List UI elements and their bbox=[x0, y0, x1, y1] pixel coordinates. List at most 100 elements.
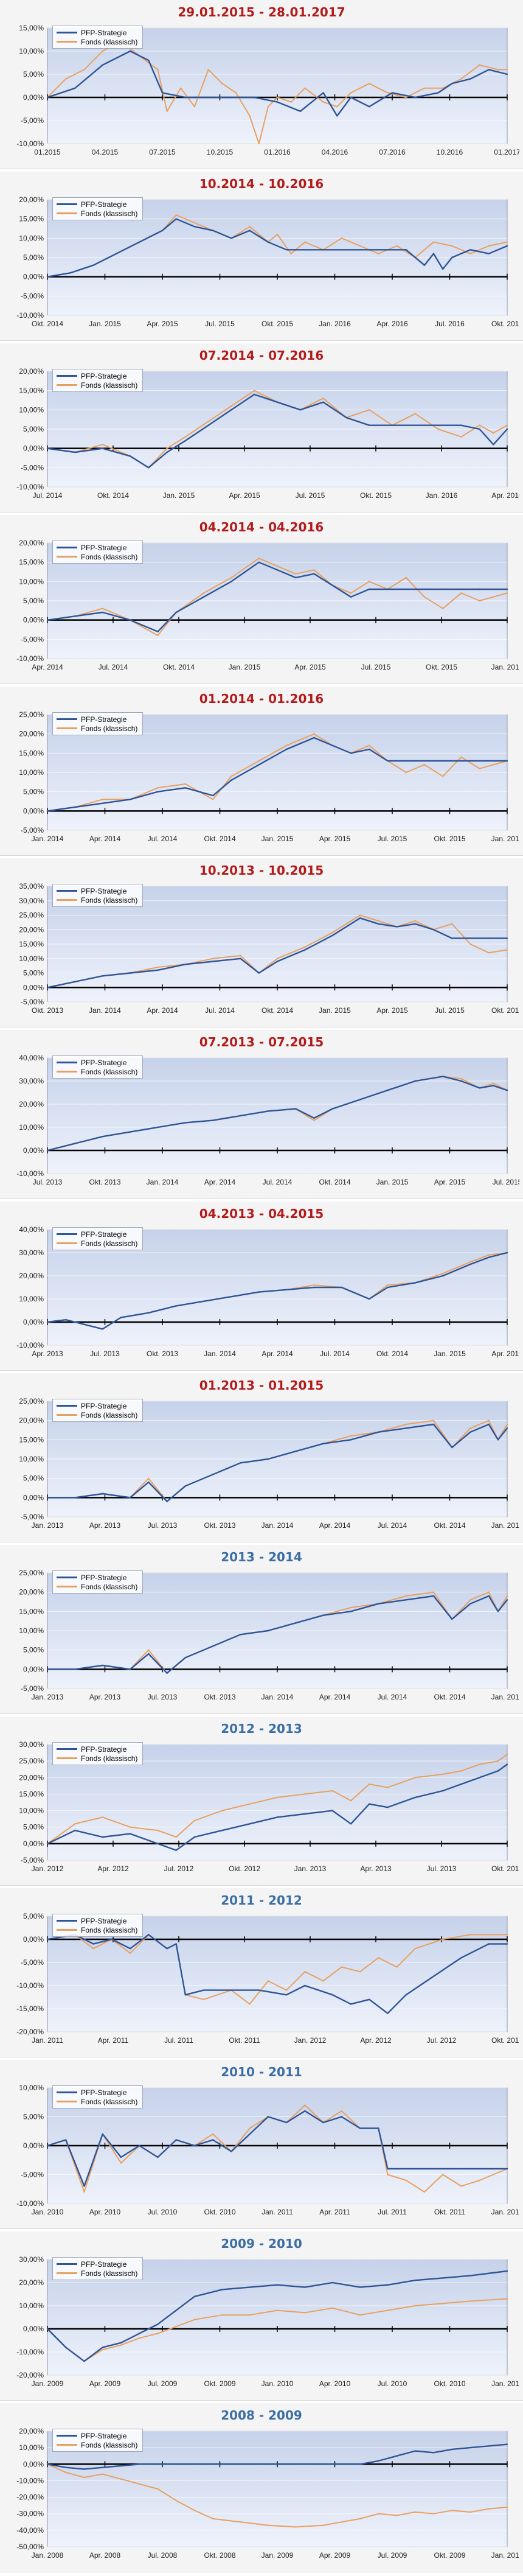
data-point bbox=[148, 1653, 150, 1655]
x-tick-label: Jul. 2008 bbox=[148, 2551, 178, 2560]
data-point bbox=[120, 2156, 122, 2158]
data-point bbox=[414, 2511, 416, 2513]
data-point bbox=[405, 771, 407, 774]
data-point bbox=[166, 451, 168, 453]
chart-panel: 07.2013 - 07.2015 40,00% 30,00% 20,00% 10,00… bbox=[0, 1030, 523, 1199]
data-point bbox=[432, 241, 435, 243]
data-point bbox=[249, 1803, 251, 1805]
data-point bbox=[276, 96, 279, 99]
data-point bbox=[83, 2476, 85, 2479]
series-line-strategy bbox=[47, 2270, 508, 2362]
data-point bbox=[488, 69, 490, 71]
data-point bbox=[331, 931, 333, 934]
data-point bbox=[423, 588, 426, 590]
data-point bbox=[258, 1291, 260, 1293]
data-point bbox=[184, 1994, 186, 1996]
legend-entry-fund: Fonds (klassisch) bbox=[57, 2097, 137, 2106]
x-tick-label: Jan. 2012 bbox=[32, 1864, 64, 1873]
x-tick-label: Apr. 2013 bbox=[360, 1864, 392, 1873]
x-tick-label: Jan. 2014 bbox=[147, 1178, 179, 1186]
data-point bbox=[387, 92, 389, 94]
data-point bbox=[295, 1622, 297, 1624]
data-point bbox=[276, 401, 279, 403]
data-point bbox=[369, 1998, 370, 2000]
data-point bbox=[488, 1591, 490, 1593]
data-point bbox=[488, 245, 490, 247]
data-point bbox=[221, 1810, 223, 1811]
data-point bbox=[212, 1119, 214, 1121]
data-point bbox=[391, 424, 393, 426]
data-point bbox=[432, 1591, 435, 1593]
data-point bbox=[497, 1770, 499, 1772]
data-point bbox=[396, 2515, 398, 2516]
series-line-fund bbox=[47, 2463, 508, 2528]
x-tick-label: Apr. 2011 bbox=[98, 2036, 129, 2045]
y-tick-label: 0,00% bbox=[23, 444, 44, 453]
data-point bbox=[129, 799, 131, 800]
data-point bbox=[331, 744, 333, 746]
chart-legend: PFP-Strategie Fonds (klassisch) bbox=[52, 1570, 144, 1594]
y-tick-label: -5,00% bbox=[21, 998, 44, 1006]
legend-label: PFP-Strategie bbox=[81, 2431, 127, 2440]
x-tick-label: Okt. 2014 bbox=[262, 1006, 293, 1015]
data-point bbox=[83, 2361, 85, 2362]
data-point bbox=[506, 69, 508, 71]
data-point bbox=[184, 2463, 186, 2465]
data-point bbox=[488, 937, 490, 939]
y-tick-label: 15,00% bbox=[19, 387, 44, 395]
data-point bbox=[249, 1823, 251, 1825]
data-point bbox=[184, 964, 186, 965]
data-point bbox=[451, 2510, 453, 2511]
x-tick-label: Apr. 2015 bbox=[147, 320, 178, 328]
data-point bbox=[276, 565, 279, 567]
data-point bbox=[295, 576, 297, 579]
data-point bbox=[506, 245, 508, 247]
x-tick-label: Jul. 2010 bbox=[148, 2208, 178, 2216]
data-point bbox=[359, 1099, 361, 1101]
y-tick-label: 10,00% bbox=[19, 1455, 44, 1463]
y-tick-label: 30,00% bbox=[19, 1077, 44, 1085]
y-tick-label: 10,00% bbox=[19, 1295, 44, 1303]
data-point bbox=[46, 987, 49, 989]
data-point bbox=[120, 2162, 122, 2164]
y-tick-label: 20,00% bbox=[19, 2278, 44, 2287]
data-point bbox=[212, 2133, 214, 2135]
x-tick-label: 01.2017 bbox=[494, 148, 519, 156]
data-point bbox=[258, 558, 260, 559]
data-point bbox=[350, 2003, 352, 2005]
y-tick-label: 10,00% bbox=[19, 577, 44, 586]
y-tick-label: 20,00% bbox=[19, 730, 44, 738]
x-tick-label: Jan. 2015 bbox=[89, 320, 121, 328]
data-point bbox=[129, 50, 131, 52]
data-point bbox=[506, 937, 508, 939]
data-point bbox=[405, 760, 407, 762]
x-tick-label: Apr. 2011 bbox=[319, 2208, 350, 2216]
data-point bbox=[359, 1971, 361, 1973]
data-point bbox=[460, 436, 462, 438]
data-point bbox=[414, 424, 416, 426]
x-tick-label: Okt. 2015 bbox=[426, 663, 457, 671]
x-tick-label: Jan. 2016 bbox=[491, 663, 519, 671]
data-point bbox=[285, 1994, 288, 1996]
data-point bbox=[432, 2452, 435, 2454]
data-point bbox=[74, 1143, 76, 1144]
data-point bbox=[46, 1668, 49, 1670]
x-tick-label: Jul. 2010 bbox=[378, 2379, 407, 2388]
data-point bbox=[506, 760, 508, 762]
y-tick-label: -30,00% bbox=[16, 2510, 44, 2518]
data-point bbox=[212, 1474, 214, 1475]
data-point bbox=[193, 1819, 196, 1822]
data-point bbox=[378, 2127, 379, 2129]
data-point bbox=[350, 1611, 352, 1612]
data-point bbox=[493, 444, 494, 446]
x-tick-label: Jan. 2009 bbox=[32, 2379, 64, 2388]
chart-title: 10.2014 - 10.2016 bbox=[199, 177, 324, 191]
data-point bbox=[295, 1451, 297, 1452]
x-tick-label: Jan. 2016 bbox=[319, 320, 351, 328]
data-point bbox=[276, 1796, 279, 1799]
data-point bbox=[267, 2463, 269, 2465]
x-tick-label: Apr. 2014 bbox=[204, 1178, 236, 1186]
data-point bbox=[148, 1481, 150, 1483]
data-point bbox=[331, 584, 333, 586]
data-point bbox=[139, 2144, 140, 2147]
